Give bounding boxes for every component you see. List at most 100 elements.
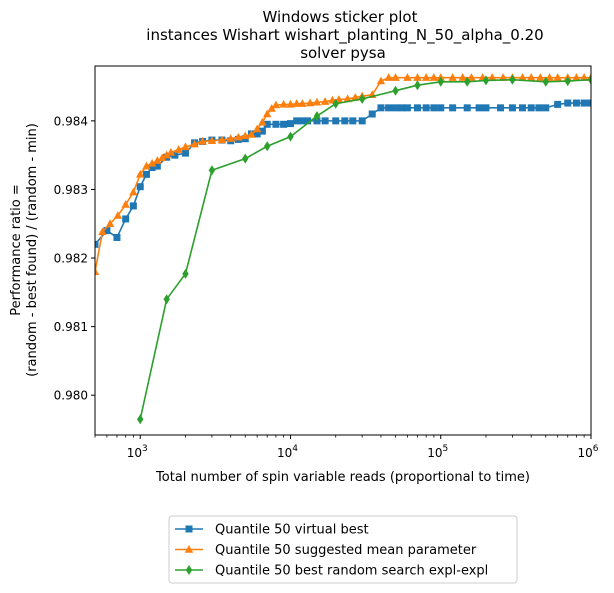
series-2-point bbox=[403, 73, 412, 81]
series-3-point bbox=[287, 131, 294, 142]
series-1-point bbox=[272, 120, 280, 128]
series-1-point bbox=[148, 164, 156, 172]
series-2-point bbox=[429, 73, 439, 81]
series-3-line bbox=[139, 78, 591, 420]
series-1-point bbox=[527, 104, 535, 112]
series-2-point bbox=[258, 117, 267, 126]
series-2-point bbox=[292, 99, 301, 107]
series-2-point bbox=[190, 139, 199, 148]
series-3-point bbox=[542, 76, 549, 87]
series-3-point bbox=[137, 414, 144, 425]
x-tick-label: 103 bbox=[127, 444, 148, 460]
legend-marker bbox=[185, 525, 193, 533]
series-1-point bbox=[542, 104, 550, 112]
series-1-point bbox=[113, 233, 121, 241]
series-1-point bbox=[508, 104, 516, 112]
series-1-point bbox=[349, 117, 357, 125]
series-1-point bbox=[253, 130, 261, 138]
y-tick-label: 0.983 bbox=[54, 183, 88, 197]
series-2-point bbox=[320, 97, 330, 105]
series-1-point bbox=[398, 104, 406, 112]
legend-box bbox=[168, 515, 518, 584]
series-3-point bbox=[464, 76, 471, 87]
series-2-point bbox=[487, 73, 497, 81]
series-1-point bbox=[280, 120, 288, 128]
series-1-point bbox=[572, 99, 580, 107]
chart-title: Windows sticker plot instances Wishart w… bbox=[146, 8, 543, 62]
y-tick-label: 0.984 bbox=[54, 114, 88, 128]
series-1-point bbox=[430, 104, 438, 112]
series-3-point bbox=[242, 153, 249, 164]
series-2-point bbox=[129, 187, 138, 196]
series-2-point bbox=[142, 161, 151, 170]
series-1-point bbox=[392, 104, 400, 112]
series-1-point bbox=[258, 127, 266, 135]
series-2-line bbox=[95, 76, 591, 272]
series-1-point bbox=[136, 183, 144, 191]
series-1-point bbox=[153, 162, 161, 170]
series-3-point bbox=[509, 74, 516, 85]
series-2-point bbox=[343, 94, 352, 103]
series-3-point bbox=[358, 93, 366, 104]
series-2-point bbox=[391, 73, 400, 81]
legend-label: Quantile 50 suggested mean parameter bbox=[215, 543, 477, 558]
series-2-point bbox=[147, 158, 157, 167]
series-3-point bbox=[587, 74, 591, 85]
series-3-point bbox=[313, 111, 321, 122]
series-2-point bbox=[153, 156, 162, 164]
series-2-point bbox=[553, 73, 562, 81]
series-1-point bbox=[413, 104, 421, 112]
series-2-point bbox=[166, 147, 176, 156]
series-3-point bbox=[264, 141, 271, 152]
series-1-point bbox=[482, 104, 490, 112]
series-1-point bbox=[368, 110, 376, 118]
series-layer bbox=[95, 73, 591, 425]
series-2-point bbox=[247, 130, 256, 138]
series-1-point bbox=[122, 215, 130, 223]
x-axis-ticks: 103 104 105 106 bbox=[94, 435, 599, 460]
series-3-point bbox=[414, 80, 421, 91]
series-3 bbox=[137, 74, 591, 425]
series-2-point bbox=[448, 73, 457, 81]
legend-items: Quantile 50 virtual best Quantile 50 sugg… bbox=[175, 523, 488, 579]
series-1-point bbox=[304, 117, 312, 125]
series-2-point bbox=[286, 99, 295, 108]
series-2-point bbox=[527, 73, 536, 81]
series-3-point bbox=[392, 85, 399, 96]
legend: Quantile 50 virtual best Quantile 50 sugg… bbox=[168, 515, 518, 584]
series-2-point bbox=[105, 219, 115, 227]
y-axis-label-line-2: (random - best found) / (random - min) bbox=[25, 123, 40, 377]
y-tick-label: 0.981 bbox=[54, 320, 88, 334]
legend-label: Quantile 50 virtual best bbox=[215, 523, 369, 538]
legend-entry-3: Quantile 50 best random search expl-expl bbox=[175, 564, 488, 579]
series-2-point bbox=[312, 97, 322, 106]
series-1-point bbox=[142, 170, 150, 178]
series-1-point bbox=[422, 104, 430, 112]
series-2-point bbox=[351, 93, 360, 101]
y-axis-label: Performance ratio = (random - best found… bbox=[9, 123, 40, 377]
legend-label: Quantile 50 best random search expl-expl bbox=[215, 564, 488, 579]
series-1-point bbox=[293, 117, 301, 125]
series-2-point bbox=[376, 76, 386, 85]
series-1-point bbox=[95, 240, 99, 248]
series-3-point bbox=[332, 98, 339, 109]
series-1-point bbox=[535, 104, 543, 112]
series-2-point bbox=[113, 211, 123, 219]
series-1-point bbox=[341, 117, 349, 125]
series-1-point bbox=[298, 117, 306, 125]
series-2-point bbox=[267, 104, 276, 112]
series-1-point bbox=[580, 99, 588, 107]
legend-marker bbox=[185, 565, 193, 575]
series-2-point bbox=[545, 73, 554, 81]
series-2-point bbox=[252, 124, 262, 133]
series-2-point bbox=[271, 100, 281, 109]
legend-marker bbox=[184, 545, 194, 553]
series-2-point bbox=[305, 98, 315, 107]
series-1-point bbox=[103, 227, 111, 235]
series-2-point bbox=[421, 73, 431, 81]
series-2-point bbox=[518, 73, 527, 81]
chart-title-line-3: solver pysa bbox=[300, 44, 386, 62]
series-3-point bbox=[163, 294, 170, 305]
chart-title-line-2: instances Wishart wishart_planting_N_50_… bbox=[146, 26, 543, 45]
series-3-point bbox=[564, 76, 571, 87]
